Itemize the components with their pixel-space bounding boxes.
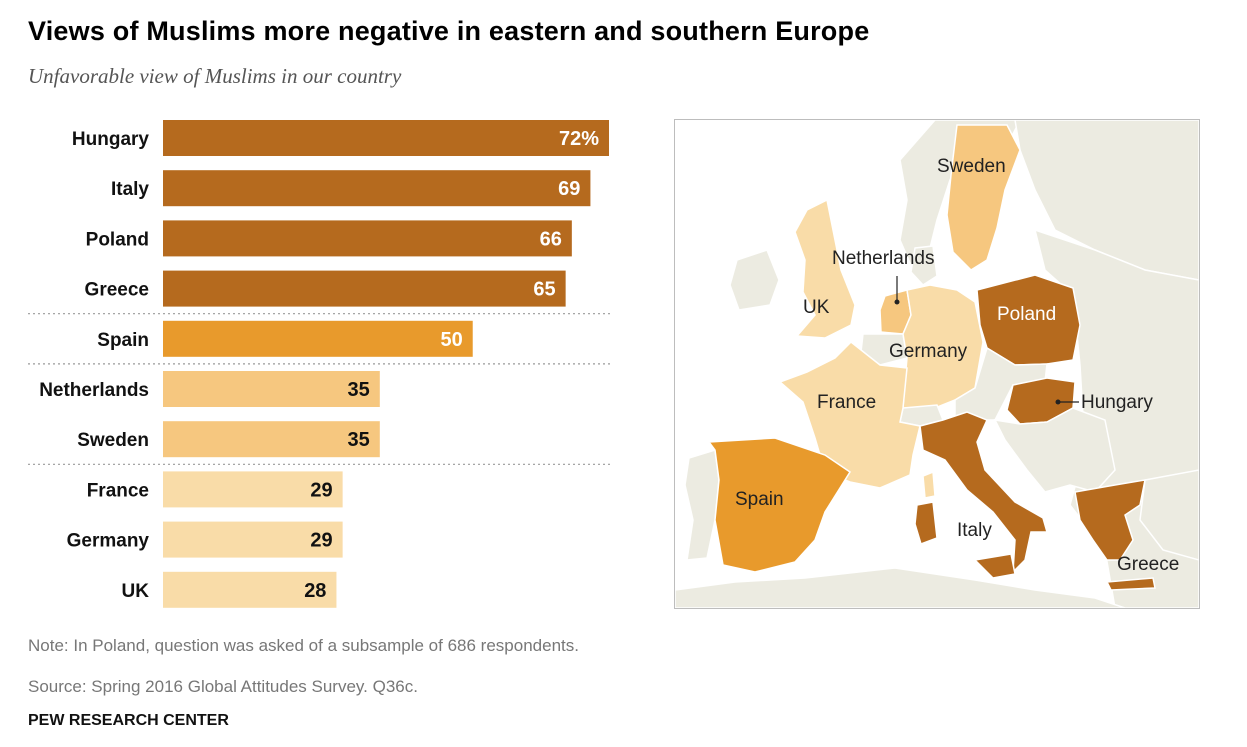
category-label-greece: Greece: [85, 280, 149, 301]
map-crete: [1105, 577, 1156, 591]
value-label-italy: 69: [558, 178, 580, 200]
bar-hungary: [163, 120, 609, 156]
map-norway: [899, 120, 1021, 272]
value-label-uk: 28: [304, 580, 326, 602]
brand-credit: PEW RESEARCH CENTER: [28, 712, 229, 729]
map-germany: [902, 284, 984, 413]
category-label-spain: Spain: [97, 330, 149, 351]
map-corsica: [922, 470, 936, 499]
category-label-sweden: Sweden: [77, 430, 149, 451]
chart-title: Views of Muslims more negative in easter…: [28, 16, 870, 46]
europe-map: Sweden Netherlands UK Poland Germany Fra…: [674, 119, 1200, 609]
bar-spain: [163, 320, 473, 357]
map-denmark: [910, 245, 938, 286]
bar-chart: Hungary 72% Italy 69 Poland 66 Greece 65 Spain 50…: [28, 120, 610, 608]
category-label-poland: Poland: [86, 229, 149, 250]
map-label-uk: UK: [803, 297, 830, 318]
value-label-sweden: 35: [348, 429, 370, 451]
bar-poland: [163, 220, 572, 257]
bar-italy: [163, 170, 591, 207]
category-label-italy: Italy: [111, 179, 149, 200]
value-label-germany: 29: [310, 530, 332, 552]
map-poland: [976, 274, 1081, 366]
map-label-italy: Italy: [957, 520, 992, 541]
chart-subtitle: Unfavorable view of Muslims in our count…: [28, 64, 402, 88]
map-label-greece: Greece: [1117, 554, 1180, 575]
map-label-spain: Spain: [735, 489, 784, 510]
netherlands-leader-dot: [894, 299, 900, 305]
map-turkey: [1139, 469, 1199, 561]
bar-greece: [163, 270, 566, 307]
value-label-spain: 50: [440, 329, 462, 351]
value-label-france: 29: [310, 479, 332, 501]
map-ireland: [729, 249, 780, 311]
bar-uk: [163, 571, 337, 608]
bar-netherlands: [163, 371, 380, 407]
bar-france: [163, 471, 343, 508]
footnote: Note: In Poland, question was asked of a…: [28, 636, 579, 655]
map-greece: [1074, 479, 1146, 561]
map-belgium: [860, 333, 908, 366]
bar-sweden: [163, 421, 380, 458]
source-note: Source: Spring 2016 Global Attitudes Sur…: [28, 677, 418, 696]
category-label-france: France: [87, 480, 149, 501]
map-spain: [707, 437, 852, 573]
map-sweden: [946, 124, 1021, 271]
map-label-poland: Poland: [997, 304, 1057, 325]
value-label-netherlands: 35: [348, 379, 370, 401]
value-label-hungary: 72%: [559, 128, 599, 150]
map-balkans: [993, 407, 1116, 493]
map-label-france: France: [817, 392, 877, 413]
map-uk: [794, 198, 856, 339]
map-label-hungary: Hungary: [1081, 392, 1153, 413]
map-italy: [919, 411, 1048, 574]
value-label-poland: 66: [540, 228, 562, 250]
category-label-netherlands: Netherlands: [39, 380, 149, 401]
map-label-netherlands: Netherlands: [832, 248, 935, 269]
map-sardinia: [914, 501, 938, 545]
map-france: [778, 340, 921, 489]
map-sicily: [973, 553, 1016, 579]
map-north-africa: [675, 567, 1126, 608]
category-label-uk: UK: [122, 581, 150, 602]
bar-germany: [163, 521, 343, 558]
map-label-sweden: Sweden: [937, 156, 1006, 177]
hungary-leader-dot: [1055, 399, 1061, 405]
category-label-germany: Germany: [67, 531, 150, 552]
map-label-germany: Germany: [889, 341, 968, 362]
value-label-greece: 65: [533, 279, 555, 301]
category-label-hungary: Hungary: [72, 129, 150, 150]
